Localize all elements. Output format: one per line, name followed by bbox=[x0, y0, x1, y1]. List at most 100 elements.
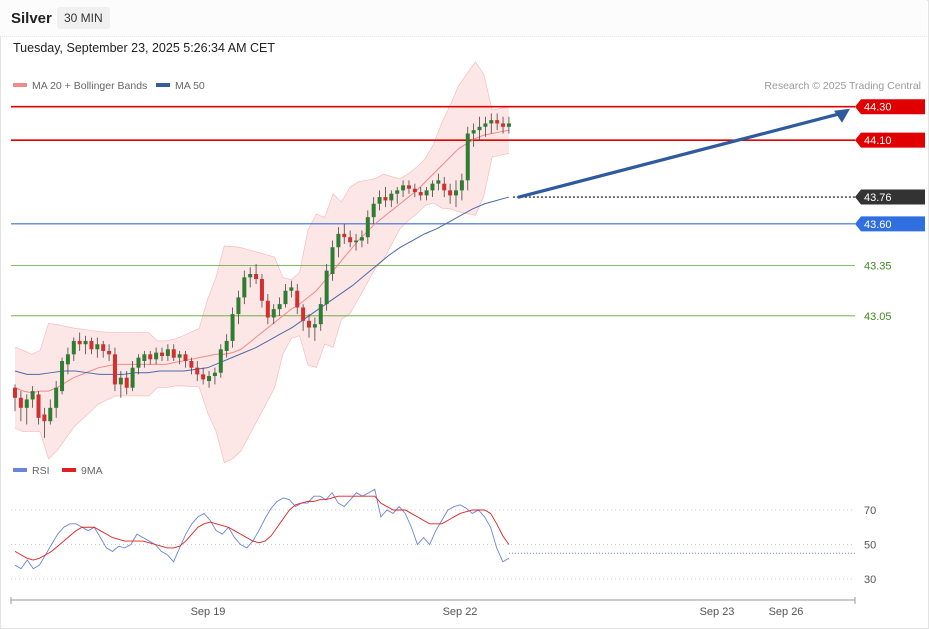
candle-body bbox=[254, 274, 259, 280]
candle-body bbox=[148, 354, 153, 360]
candle-body bbox=[412, 188, 417, 193]
candle-body bbox=[501, 123, 506, 127]
symbol-title: Silver bbox=[11, 10, 52, 27]
candle-body bbox=[42, 414, 47, 422]
candle-body bbox=[277, 304, 282, 310]
bollinger-band-fill bbox=[15, 61, 509, 463]
candle-body bbox=[95, 344, 100, 350]
rsi-swatch-icon bbox=[13, 468, 27, 473]
candle-body bbox=[101, 344, 106, 351]
candle-body bbox=[18, 397, 23, 408]
level-lines-layer bbox=[11, 105, 855, 317]
candle-body bbox=[77, 340, 82, 345]
candle-body bbox=[354, 240, 359, 243]
candle-body bbox=[189, 360, 194, 368]
bollinger-band-layer bbox=[14, 61, 509, 464]
x-axis-label-2: Sep 23 bbox=[700, 606, 735, 618]
candle-body bbox=[36, 394, 41, 418]
candle-body bbox=[436, 180, 441, 184]
legend-ma50[interactable]: MA 50 bbox=[156, 80, 205, 92]
candle-body bbox=[342, 233, 347, 238]
legend-9ma-label: 9MA bbox=[81, 465, 103, 477]
candle-body bbox=[89, 340, 94, 350]
legend-ma20[interactable]: MA 20 + Bollinger Bands bbox=[13, 80, 147, 92]
candle-body bbox=[230, 314, 235, 341]
candle-body bbox=[118, 377, 123, 385]
candle-body bbox=[30, 391, 35, 400]
candle-body bbox=[389, 193, 394, 201]
pivot-label-bg bbox=[855, 216, 925, 232]
candle-body bbox=[177, 354, 182, 358]
candle-body bbox=[65, 354, 70, 365]
ma50-line bbox=[14, 196, 510, 375]
ma20-swatch-icon bbox=[13, 83, 27, 88]
rsi-panel: 70 50 30 bbox=[11, 488, 876, 586]
legend-rsi[interactable]: RSI bbox=[13, 465, 50, 477]
datetime-label: Tuesday, September 23, 2025 5:26:34 AM C… bbox=[13, 41, 275, 55]
candle-body bbox=[401, 185, 406, 191]
forecast-arrow-line bbox=[517, 112, 842, 199]
candle-body bbox=[212, 372, 217, 377]
candle-body bbox=[307, 320, 311, 328]
forecast-arrow-layer bbox=[517, 108, 850, 199]
x-axis: Sep 19 Sep 22 Sep 23 Sep 26 bbox=[10, 597, 856, 618]
candle-body bbox=[71, 340, 76, 355]
candle-body bbox=[13, 387, 17, 398]
candle-body bbox=[459, 180, 464, 191]
candle-body bbox=[424, 190, 429, 196]
candle-body bbox=[289, 287, 294, 291]
candle-body bbox=[130, 367, 135, 388]
header-bar: Silver 30 MIN bbox=[0, 0, 927, 37]
candle-body bbox=[471, 130, 476, 134]
resistance-1-label: 44.10 bbox=[864, 135, 892, 147]
candle-body bbox=[242, 277, 247, 298]
rsi-line bbox=[14, 488, 510, 570]
candle-body bbox=[377, 197, 382, 204]
forecast-arrow-head-icon bbox=[834, 108, 850, 123]
candle-body bbox=[165, 349, 170, 356]
candle-body bbox=[224, 340, 229, 351]
research-credit: Research © 2025 Trading Central bbox=[764, 80, 921, 92]
pivot-label: 43.60 bbox=[864, 219, 892, 231]
candle-body bbox=[336, 233, 341, 248]
resistance-1-label-bg bbox=[855, 132, 925, 148]
candle-body bbox=[371, 203, 376, 218]
candle-body bbox=[330, 247, 335, 274]
legend-9ma[interactable]: 9MA bbox=[62, 465, 103, 477]
x-axis-label-1: Sep 22 bbox=[443, 606, 478, 618]
rsi-axis-label-30: 30 bbox=[864, 574, 876, 586]
x-axis-label-3: Sep 26 bbox=[769, 606, 804, 618]
ma50-swatch-icon bbox=[156, 83, 170, 88]
bollinger-lower-line bbox=[14, 153, 509, 464]
candle-body bbox=[448, 190, 453, 196]
candle-body bbox=[348, 237, 353, 243]
timeframe-badge[interactable]: 30 MIN bbox=[57, 7, 110, 29]
x-axis-label-0: Sep 19 bbox=[191, 606, 226, 618]
bollinger-upper-line bbox=[14, 61, 509, 355]
candle-body bbox=[318, 304, 323, 325]
candle-body bbox=[365, 217, 370, 238]
current-price-label-bg bbox=[855, 189, 925, 205]
candle-body bbox=[454, 190, 458, 196]
moving-average-layer bbox=[14, 129, 510, 394]
candle-body bbox=[171, 349, 176, 358]
ma20-line bbox=[14, 129, 510, 394]
candle-body bbox=[124, 377, 129, 388]
legend-ma20-label: MA 20 + Bollinger Bands bbox=[32, 80, 148, 92]
resistance-2-label: 44.30 bbox=[864, 102, 892, 114]
candle-body bbox=[430, 183, 435, 191]
candle-body bbox=[395, 190, 400, 194]
candle-body bbox=[54, 387, 59, 408]
candle-body bbox=[201, 374, 206, 380]
candle-body bbox=[207, 376, 212, 382]
candle-body bbox=[160, 352, 164, 356]
candle-body bbox=[442, 183, 447, 191]
candle-body bbox=[465, 133, 470, 181]
candle-body bbox=[489, 120, 494, 124]
ma9-swatch-icon bbox=[62, 468, 76, 473]
candle-body bbox=[265, 300, 270, 318]
candle-body bbox=[142, 354, 147, 361]
candle-body bbox=[218, 349, 223, 373]
rsi-axis-label-50: 50 bbox=[864, 540, 876, 552]
